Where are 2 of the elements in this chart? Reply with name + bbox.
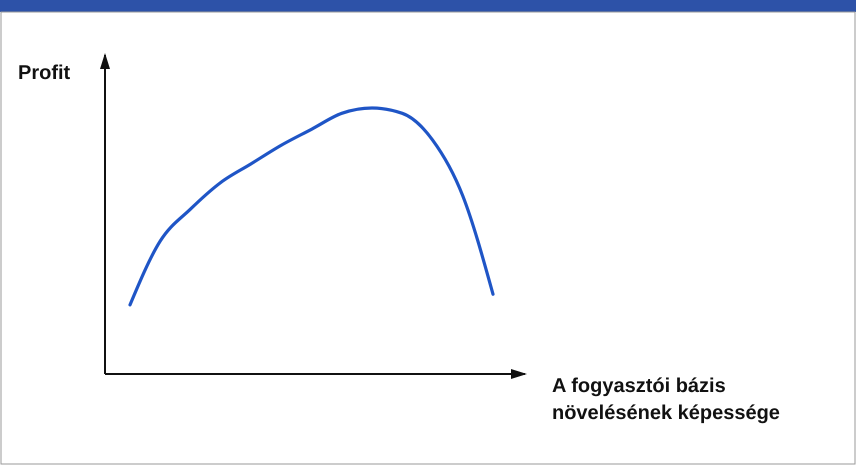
x-axis-title: A fogyasztói bázis növelésének képessége [552, 375, 780, 424]
y-axis-title: Profit [18, 62, 71, 84]
